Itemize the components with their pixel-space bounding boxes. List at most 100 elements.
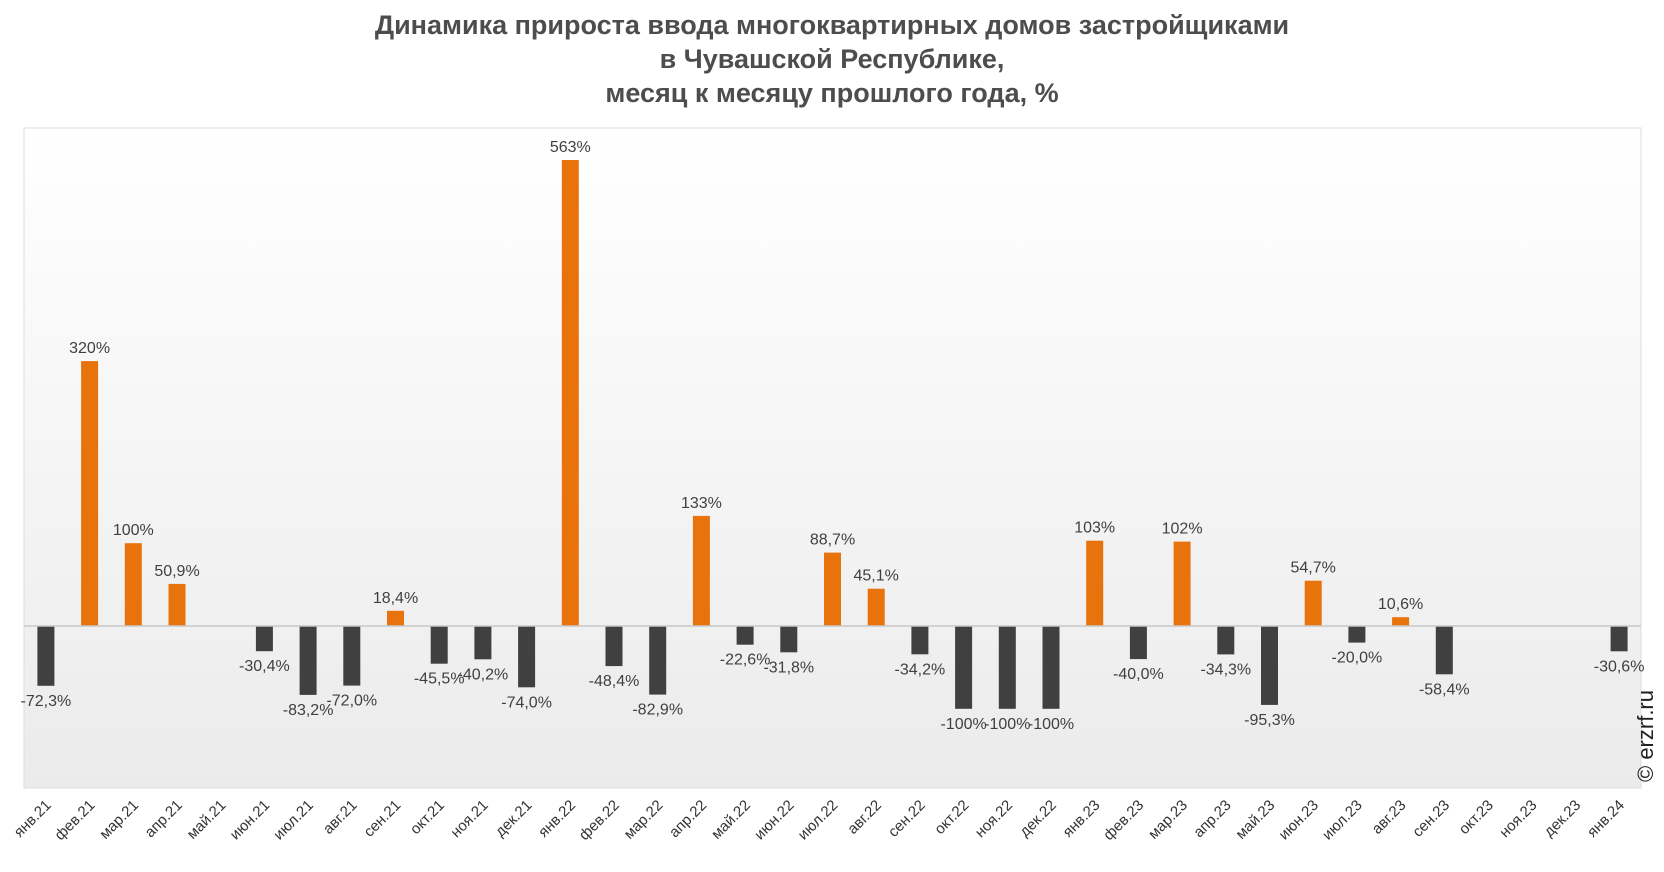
- x-tick-окт.21: окт.21: [407, 797, 448, 838]
- data-label-янв.24: -30,6%: [1594, 658, 1645, 675]
- x-tick-июл.23: июл.23: [1319, 797, 1366, 844]
- data-label-авг.23: 10,6%: [1378, 596, 1423, 613]
- x-tick-апр.23: апр.23: [1190, 797, 1234, 841]
- x-tick-июл.21: июл.21: [270, 797, 317, 844]
- bar-июл.21: [299, 626, 317, 695]
- data-label-янв.22: 563%: [550, 139, 591, 156]
- x-tick-фев.21: фев.21: [51, 797, 98, 844]
- data-label-июл.22: 88,7%: [810, 532, 855, 549]
- data-label-фев.23: -40,0%: [1113, 666, 1164, 683]
- chart-title-line-3: месяц к месяцу прошлого года, %: [605, 78, 1059, 108]
- chart-title-line-2: в Чувашской Республике,: [659, 44, 1005, 74]
- x-tick-окт.22: окт.22: [931, 797, 972, 838]
- bar-фев.23: [1129, 626, 1147, 660]
- chart-title: Динамика прироста ввода многоквартирных …: [0, 8, 1664, 110]
- bar-дек.21: [518, 626, 536, 688]
- x-tick-сен.21: сен.21: [360, 797, 404, 841]
- bar-фев.22: [605, 626, 623, 667]
- x-tick-мар.23: мар.23: [1145, 797, 1191, 843]
- data-label-май.22: -22,6%: [720, 652, 771, 669]
- bar-сен.21: [387, 610, 404, 626]
- bar-окт.21: [430, 626, 448, 664]
- bar-апр.22: [692, 515, 710, 626]
- bar-янв.24: [1610, 626, 1628, 652]
- data-label-мар.22: -82,9%: [632, 702, 683, 719]
- x-tick-окт.23: окт.23: [1456, 797, 1497, 838]
- bar-июн.23: [1304, 580, 1322, 626]
- bar-июл.23: [1348, 626, 1366, 643]
- x-tick-май.22: май.22: [708, 797, 754, 843]
- bar-ноя.21: [474, 626, 492, 660]
- x-tick-май.23: май.23: [1232, 797, 1278, 843]
- x-tick-мар.22: мар.22: [621, 797, 667, 843]
- x-tick-авг.22: авг.22: [844, 797, 885, 838]
- data-label-сен.23: -58,4%: [1419, 681, 1470, 698]
- x-tick-янв.21: янв.21: [11, 797, 55, 841]
- x-tick-авг.23: авг.23: [1369, 797, 1410, 838]
- data-label-ноя.22: -100%: [984, 716, 1030, 733]
- x-tick-янв.24: янв.24: [1584, 797, 1628, 841]
- data-label-янв.21: -72,3%: [21, 693, 72, 710]
- x-tick-ноя.22: ноя.22: [972, 797, 1016, 841]
- data-label-авг.21: -72,0%: [326, 693, 377, 710]
- bar-авг.21: [343, 626, 361, 686]
- bar-мар.23: [1173, 541, 1191, 626]
- x-tick-июл.22: июл.22: [795, 797, 842, 844]
- bar-мар.22: [649, 626, 667, 695]
- data-label-ноя.21: -40,2%: [458, 666, 509, 683]
- data-label-фев.22: -48,4%: [589, 673, 640, 690]
- x-tick-фев.23: фев.23: [1100, 797, 1147, 844]
- data-label-янв.23: 103%: [1074, 520, 1115, 537]
- chart-title-line-1: Динамика прироста ввода многоквартирных …: [374, 10, 1290, 40]
- bar-окт.22: [955, 626, 973, 709]
- x-tick-дек.23: дек.23: [1541, 797, 1584, 840]
- data-label-июн.21: -30,4%: [239, 658, 290, 675]
- data-label-мар.21: 100%: [113, 522, 154, 539]
- x-tick-авг.21: авг.21: [320, 797, 361, 838]
- data-label-фев.21: 320%: [69, 340, 110, 357]
- bar-апр.21: [168, 583, 186, 626]
- bar-май.23: [1261, 626, 1278, 705]
- bar-апр.23: [1217, 626, 1235, 655]
- bar-янв.22: [561, 160, 579, 626]
- bar-июн.21: [255, 626, 273, 652]
- bar-фев.21: [81, 361, 99, 626]
- data-label-сен.21: 18,4%: [373, 590, 418, 607]
- data-label-дек.22: -100%: [1028, 716, 1074, 733]
- data-label-мар.23: 102%: [1162, 521, 1203, 538]
- data-label-апр.21: 50,9%: [154, 563, 199, 580]
- x-tick-мар.21: мар.21: [96, 797, 142, 843]
- bar-ноя.22: [998, 626, 1016, 709]
- x-tick-сен.23: сен.23: [1409, 797, 1453, 841]
- data-label-дек.21: -74,0%: [501, 694, 552, 711]
- x-tick-фев.22: фев.22: [576, 797, 623, 844]
- data-label-окт.21: -45,5%: [414, 671, 465, 688]
- x-tick-дек.22: дек.22: [1016, 797, 1059, 840]
- plot-area: [23, 127, 1642, 789]
- bar-мар.21: [124, 543, 142, 626]
- bar-янв.23: [1086, 540, 1104, 626]
- bar-май.22: [736, 626, 754, 645]
- data-label-июн.22: -31,8%: [763, 659, 814, 676]
- x-tick-янв.22: янв.22: [535, 797, 579, 841]
- bar-дек.22: [1042, 626, 1060, 709]
- x-tick-сен.22: сен.22: [885, 797, 929, 841]
- x-tick-ноя.23: ноя.23: [1496, 797, 1540, 841]
- data-label-июл.21: -83,2%: [283, 702, 334, 719]
- bar-авг.22: [867, 588, 885, 626]
- data-label-авг.22: 45,1%: [854, 568, 899, 585]
- x-tick-янв.23: янв.23: [1060, 797, 1104, 841]
- bar-янв.21: [37, 626, 55, 686]
- bar-авг.23: [1392, 617, 1410, 626]
- data-label-сен.22: -34,2%: [895, 661, 946, 678]
- x-tick-апр.22: апр.22: [666, 797, 710, 841]
- x-tick-июн.21: июн.21: [227, 797, 274, 844]
- bar-сен.23: [1435, 626, 1453, 675]
- data-label-июн.23: 54,7%: [1291, 560, 1336, 577]
- data-label-май.23: -95,3%: [1244, 712, 1295, 729]
- bar-июн.22: [780, 626, 798, 653]
- x-tick-июн.22: июн.22: [751, 797, 798, 844]
- x-tick-апр.21: апр.21: [142, 797, 186, 841]
- x-tick-июн.23: июн.23: [1276, 797, 1323, 844]
